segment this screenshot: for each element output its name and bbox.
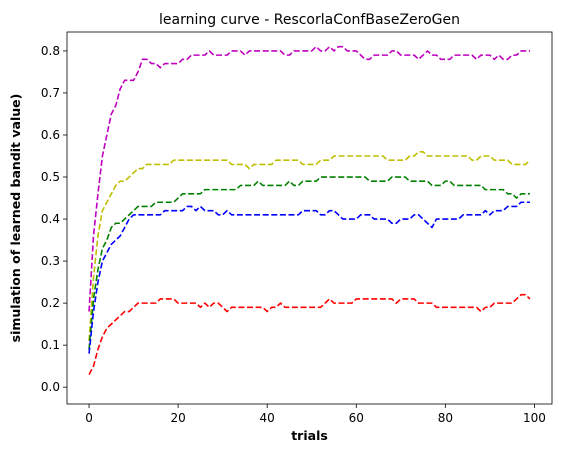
series-line-1 (88, 151, 531, 342)
x-axis: 0 20 40 60 80 100 (85, 404, 546, 425)
plot-frame (66, 31, 553, 405)
y-tick-label: 0.2 (41, 296, 60, 310)
x-tick-label: 20 (170, 411, 185, 425)
x-tick-label: 100 (523, 411, 546, 425)
y-tick-label: 0.8 (41, 44, 60, 58)
y-tick-label: 0.3 (41, 254, 60, 268)
x-axis-title: trials (291, 428, 328, 443)
series-line-4 (88, 293, 531, 375)
x-tick-label: 80 (438, 411, 453, 425)
y-tick-label: 0.0 (41, 380, 60, 394)
x-tick-label: 40 (260, 411, 275, 425)
x-tick-label: 60 (349, 411, 364, 425)
chart-title: learning curve - RescorlaConfBaseZeroGen (159, 12, 460, 28)
series-layer (88, 45, 531, 375)
series-line-3 (88, 201, 530, 354)
series-line-0 (88, 45, 530, 312)
series-line-2 (88, 176, 530, 350)
y-tick-label: 0.7 (41, 86, 60, 100)
y-tick-label: 0.6 (41, 128, 60, 142)
x-tick-label: 0 (85, 411, 93, 425)
y-tick-label: 0.1 (41, 338, 60, 352)
y-tick-label: 0.5 (41, 170, 60, 184)
y-axis-title: simulation of learned bandit value) (8, 94, 23, 343)
y-axis: 0.0 0.1 0.2 0.3 0.4 0.5 0.6 0.7 0.8 (41, 44, 67, 394)
y-tick-label: 0.4 (41, 212, 60, 226)
